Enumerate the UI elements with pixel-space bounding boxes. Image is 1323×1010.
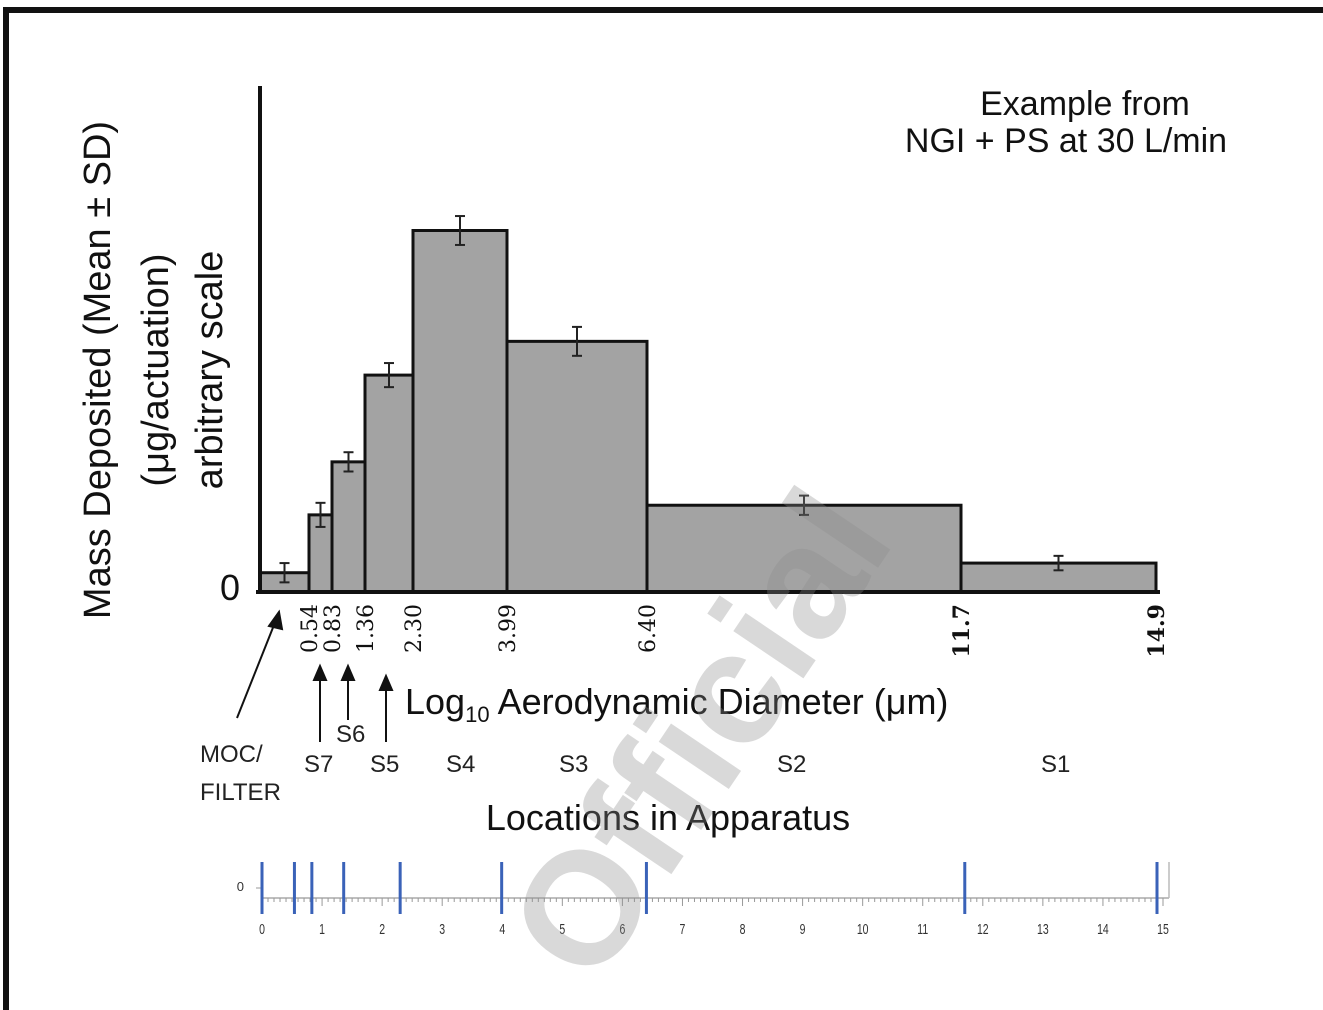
x-cutoff-label-3: 2.30 [402,604,427,653]
x-cutoff-label-5: 6.40 [636,604,661,653]
scale-tick-label-3: 3 [439,920,445,937]
figure-border [3,7,1323,1010]
annotation-line1: Example from [980,85,1190,123]
scale-tick-label-11: 11 [917,920,928,937]
bar-3 [363,373,415,594]
y-axis-title-line1: Mass Deposited (Mean ± SD) [77,121,119,619]
scale-tick-label-7: 7 [680,920,686,937]
arrow-moc-head [267,609,284,631]
location-s2: S2 [777,751,806,778]
x-cutoff-label-7: 14.9 [1144,604,1170,658]
x-cutoff-label-0: 0.54 [298,604,323,653]
location-s3: S3 [559,751,588,778]
scale-tick-label-8: 8 [740,920,746,937]
error-bars-layer [279,215,1064,584]
bar-5 [505,339,649,594]
x-axis-title-prefix: Log [405,681,465,722]
x-cutoff-label-4: 3.99 [496,604,521,653]
bars-layer [258,229,1158,594]
scale-tick-label-2: 2 [379,920,385,937]
bar-6 [645,503,963,594]
scale-zero-label: 0 [237,879,244,894]
x-axis-title-subscript: 10 [465,702,489,727]
stage-arrows [236,609,394,742]
scale-tick-label-0: 0 [259,920,265,937]
arrow-moc [236,619,277,719]
location-moc-line2: FILTER [200,779,281,806]
location-s7: S7 [304,751,333,778]
arrow-s7-head [312,663,328,681]
location-moc-line1: MOC/ [200,741,263,768]
scale-tick-label-12: 12 [977,920,989,937]
bar-2 [330,460,367,594]
x-cutoff-label-6: 11.7 [949,604,975,658]
arrow-s6-head [340,663,356,681]
location-s6: S6 [336,721,365,748]
x-axis-title: Log10 Aerodynamic Diameter (μm) [405,681,948,727]
y-zero-label: 0 [220,567,240,608]
y-axis-title-line2: (μg/actuation) [135,253,177,486]
location-s4: S4 [446,751,475,778]
annotation-line2: NGI + PS at 30 L/min [905,122,1227,160]
scale-tick-label-1: 1 [319,920,325,937]
scale-tick-label-13: 13 [1037,920,1049,937]
x-cutoff-label-1: 0.83 [321,604,346,653]
scale-tick-label-6: 6 [619,920,625,937]
locations-title: Locations in Apparatus [486,797,850,838]
location-s1: S1 [1041,751,1070,778]
scale-tick-label-4: 4 [499,920,505,937]
scale-tick-label-15: 15 [1157,920,1169,937]
scale-tick-label-14: 14 [1097,920,1109,937]
x-cutoff-label-2: 1.36 [354,604,379,653]
bar-4 [411,229,509,594]
scale-tick-label-9: 9 [800,920,806,937]
x-axis-title-suffix: Aerodynamic Diameter (μm) [490,681,949,722]
cutoff-labels-layer: 0.540.83 1.36 2.30 3.99 6.40 11.7 14.9 [298,604,1170,658]
scale-tick-label-5: 5 [559,920,565,937]
location-s5: S5 [370,751,399,778]
linear-scale-axis: 0 1 2 3 4 5 6 7 8 9 10 11 12 13 14 15 [256,862,1170,937]
scale-tick-label-10: 10 [857,920,869,937]
arrow-s5-head [378,673,394,691]
y-axis-title-line3: arbitrary scale [189,251,231,490]
